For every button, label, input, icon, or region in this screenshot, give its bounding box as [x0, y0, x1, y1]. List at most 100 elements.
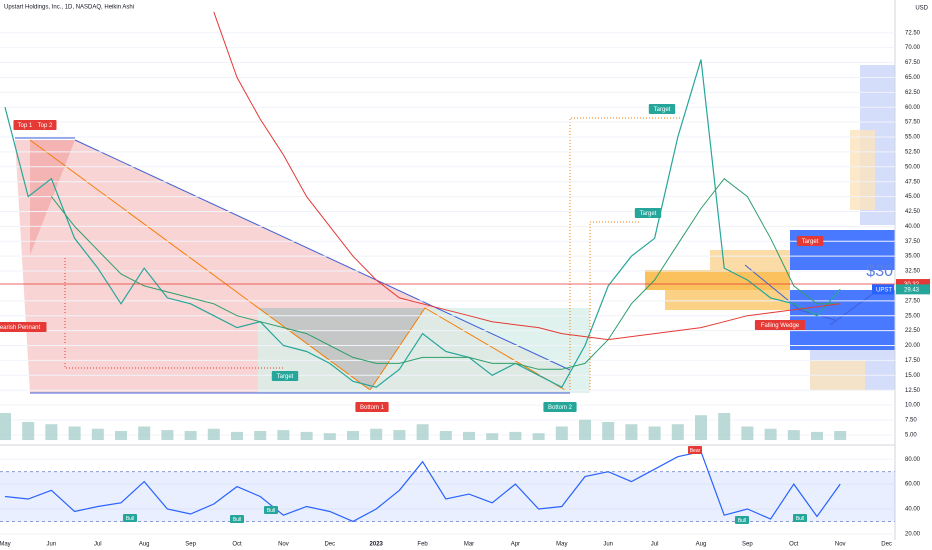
volume-bar — [22, 422, 35, 440]
wedge — [744, 264, 836, 321]
volume-bar — [671, 424, 684, 440]
annotation: Bear — [690, 448, 701, 454]
chart-title: Upstart Holdings, Inc., 1D, NASDAQ, Heik… — [4, 5, 134, 11]
annotation: Bottom 1 — [360, 405, 385, 411]
y-tick-label: 12.50 — [905, 388, 921, 394]
annotation-box — [735, 516, 749, 524]
x-tick-label: Nov — [835, 542, 846, 548]
symbol-tag — [872, 284, 894, 295]
y-tick-label: 17.50 — [905, 358, 921, 364]
x-tick-label: Jul — [94, 542, 102, 548]
annotation-box — [796, 236, 824, 246]
annotation-box — [0, 322, 47, 332]
x-tick-label: Oct — [789, 542, 799, 548]
price-label: 29.43 — [904, 287, 920, 293]
y-tick-label: 15.00 — [905, 373, 921, 379]
volume-profile — [850, 130, 875, 210]
x-tick-label: Feb — [417, 542, 428, 548]
annotation-box — [634, 208, 662, 218]
annotation: Top 1 — [18, 123, 33, 129]
volume-bar — [207, 428, 220, 440]
volume-bar — [787, 430, 800, 440]
volume-bar — [370, 428, 383, 440]
series-line — [51, 178, 841, 370]
y-tick-label: 5.00 — [905, 432, 917, 438]
y-tick-label: 60.00 — [905, 482, 921, 488]
annotation: Bull — [126, 516, 134, 522]
x-tick-label: Sep — [742, 542, 753, 548]
y-tick-label: 20.00 — [905, 531, 921, 537]
annotation: Bull — [267, 508, 275, 514]
annotation-box — [355, 402, 389, 412]
volume-bar — [231, 431, 243, 440]
volume-bar — [416, 424, 429, 440]
y-tick-label: 50.00 — [905, 164, 921, 170]
volume-bar — [254, 431, 267, 440]
annotation-box — [123, 514, 137, 522]
annotation: Bottom 2 — [548, 405, 573, 411]
series-line — [4, 59, 841, 388]
y-tick-label: 65.00 — [905, 75, 921, 81]
y-tick-label: 35.00 — [905, 254, 921, 260]
y-tick-label: 22.50 — [905, 328, 921, 334]
annotation-box — [688, 446, 702, 454]
annotation-box — [33, 120, 57, 130]
x-tick-label: Sep — [185, 542, 196, 548]
series-line — [213, 11, 841, 341]
y-tick-label: 40.00 — [905, 224, 921, 230]
dotted-line — [64, 258, 285, 369]
volume-bar — [184, 431, 197, 440]
volume-bar — [277, 430, 290, 440]
volume-bar — [486, 433, 499, 440]
y-tick-label: 80.00 — [905, 457, 921, 463]
annotation: Bearish Pennant — [0, 325, 41, 331]
annotation: Target — [640, 211, 657, 217]
y-tick-label: 7.50 — [905, 418, 917, 424]
y-tick-label: 60.00 — [905, 105, 921, 111]
y-tick-label: 10.00 — [905, 403, 921, 409]
rsi-band — [0, 471, 895, 522]
y-tick-label: 57.50 — [905, 120, 921, 126]
annotation-box — [754, 320, 806, 330]
annotation-box — [648, 104, 676, 114]
annotation-box — [264, 506, 278, 514]
volume-bar — [579, 419, 591, 440]
annotation: Bull — [233, 517, 241, 523]
volume-bar — [300, 431, 313, 440]
volume-bar — [625, 424, 638, 440]
annotation-box — [793, 514, 807, 522]
y-tick-label: 32.50 — [905, 269, 921, 275]
volume-bar — [115, 431, 127, 440]
zone — [710, 250, 790, 270]
annotation: $30 — [866, 263, 893, 280]
dotted-line — [589, 221, 640, 390]
volume-bar — [91, 428, 104, 440]
annotation-box — [543, 402, 577, 412]
volume-bar — [555, 426, 568, 440]
volume-bar — [532, 433, 545, 440]
volume-bar — [393, 430, 406, 440]
x-tick-label: 2023 — [370, 542, 384, 548]
annotation-box — [230, 515, 244, 523]
x-tick-label: Dec — [881, 542, 892, 548]
currency: USD — [915, 6, 928, 12]
x-tick-label: Apr — [511, 542, 520, 548]
x-tick-label: Jun — [603, 542, 613, 548]
y-tick-label: 27.50 — [905, 298, 921, 304]
x-tick-label: Jul — [651, 542, 659, 548]
x-tick-label: Aug — [696, 542, 707, 548]
trend-line — [369, 307, 566, 391]
volume-bar — [0, 413, 11, 440]
symbol-label: UPST — [876, 287, 892, 293]
y-tick-label: 37.50 — [905, 239, 921, 245]
y-tick-label: 47.50 — [905, 179, 921, 185]
x-tick-label: Nov — [278, 542, 289, 548]
volume-bar — [764, 428, 777, 440]
volume-bar — [834, 431, 847, 440]
x-tick-label: Dec — [324, 542, 335, 548]
y-tick-label: 55.00 — [905, 135, 921, 141]
y-tick-label: 67.50 — [905, 60, 921, 66]
y-tick-label: 20.00 — [905, 343, 921, 349]
